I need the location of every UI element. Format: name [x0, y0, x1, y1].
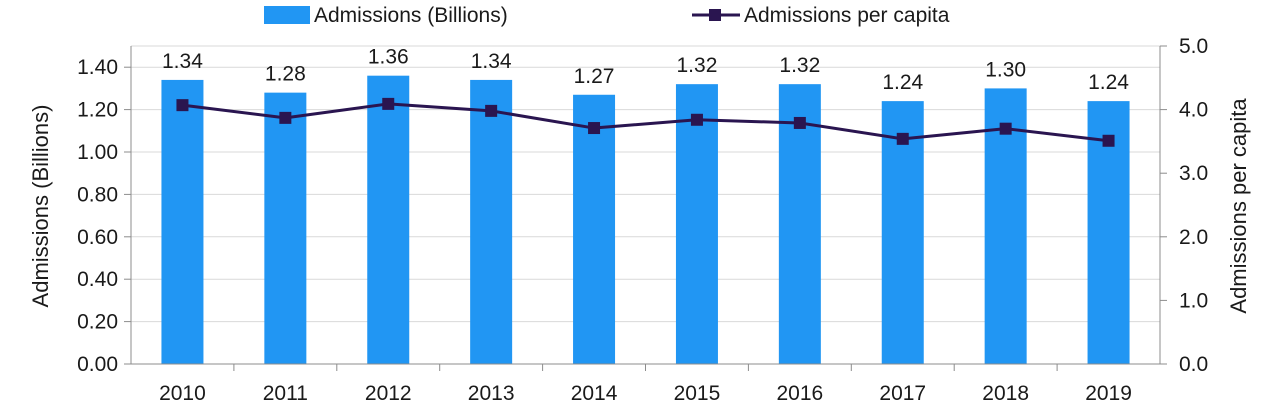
bar [675, 84, 718, 364]
per-capita-marker [588, 122, 601, 135]
x-tick-label: 2013 [468, 382, 515, 405]
y-left-tick-label: 0.40 [77, 268, 118, 291]
legend-swatch-bars [264, 6, 310, 24]
y-right-tick-label: 3.0 [1179, 162, 1208, 185]
y-left-tick-label: 1.20 [77, 99, 118, 122]
per-capita-marker [485, 104, 498, 117]
bar-value-label: 1.32 [677, 54, 718, 77]
axes [124, 45, 1167, 371]
x-tick-label: 2012 [365, 382, 412, 405]
bar-value-label: 1.28 [265, 63, 306, 86]
x-tick-label: 2018 [982, 382, 1029, 405]
y-axis-right-title: Admissions per capita [1226, 98, 1251, 314]
x-tick-label: 2016 [776, 382, 823, 405]
bar-value-label: 1.34 [471, 50, 512, 73]
legend-swatch-marker [709, 9, 721, 21]
per-capita-marker [793, 116, 806, 129]
per-capita-marker [382, 97, 395, 110]
y-axis-left-title: Admissions (Billions) [28, 105, 53, 308]
bar-value-label: 1.34 [162, 50, 203, 73]
bar-value-label: 1.36 [368, 46, 409, 69]
legend-label-bars: Admissions (Billions) [314, 4, 508, 27]
y-left-tick-label: 1.40 [77, 56, 118, 79]
y-right-tick-label: 2.0 [1179, 226, 1208, 249]
bar-series [161, 75, 1130, 365]
x-tick-label: 2014 [571, 382, 618, 405]
y-right-tick-label: 5.0 [1179, 35, 1208, 58]
bar [778, 84, 821, 364]
bar-value-label: 1.30 [985, 58, 1026, 81]
per-capita-marker [690, 113, 703, 126]
y-left-tick-label: 1.00 [77, 141, 118, 164]
per-capita-marker [896, 132, 909, 145]
per-capita-marker [1102, 134, 1115, 147]
per-capita-marker [999, 122, 1012, 135]
bar [264, 92, 307, 364]
x-tick-label: 2011 [263, 382, 308, 405]
x-tick-label: 2019 [1085, 382, 1132, 405]
y-left-tick-label: 0.80 [77, 183, 118, 206]
y-right-tick-label: 4.0 [1179, 99, 1208, 122]
x-tick-label: 2010 [159, 382, 206, 405]
line-series [176, 97, 1115, 147]
bar [881, 101, 924, 365]
data-labels: 1.34 1.28 1.36 1.34 1.27 1.32 1.32 1.24 1.30 1.24 [162, 46, 1129, 94]
bar [161, 79, 204, 365]
per-capita-marker [279, 111, 292, 124]
legend: Admissions (Billions) Admissions per cap… [264, 4, 950, 27]
tick-labels: 0.00 0.20 0.40 0.60 0.80 1.00 1.20 1.40 0.0 1.0 2.… [77, 35, 1208, 405]
y-right-tick-label: 0.0 [1179, 353, 1208, 376]
bar-value-label: 1.32 [779, 54, 820, 77]
bar [573, 94, 616, 364]
per-capita-marker [176, 99, 189, 112]
legend-label-line: Admissions per capita [744, 4, 950, 27]
bar-value-label: 1.24 [1088, 71, 1129, 94]
bar [470, 79, 513, 365]
per-capita-line [182, 102, 1109, 143]
y-left-tick-label: 0.00 [77, 353, 118, 376]
y-left-tick-label: 0.20 [77, 311, 118, 334]
x-tick-label: 2017 [879, 382, 926, 405]
x-tick-label: 2015 [674, 382, 721, 405]
y-right-tick-label: 1.0 [1179, 289, 1208, 312]
bar [367, 75, 410, 365]
bar-value-label: 1.27 [574, 65, 615, 88]
y-left-tick-label: 0.60 [77, 226, 118, 249]
bar-value-label: 1.24 [882, 71, 923, 94]
